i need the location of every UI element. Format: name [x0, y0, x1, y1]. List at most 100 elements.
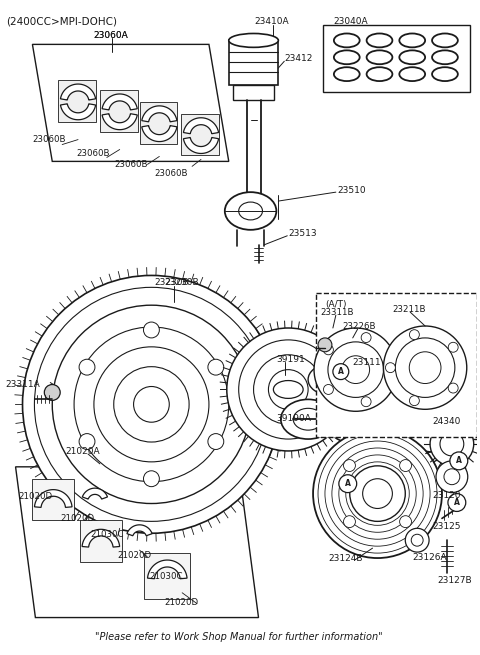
- Text: 23040A: 23040A: [333, 16, 368, 26]
- Text: 23510: 23510: [338, 186, 366, 195]
- Text: 23311A: 23311A: [6, 379, 40, 388]
- Circle shape: [448, 343, 458, 352]
- Ellipse shape: [225, 192, 276, 230]
- Circle shape: [409, 329, 420, 339]
- Text: 21020A: 21020A: [65, 447, 100, 456]
- Text: 21030C: 21030C: [90, 531, 123, 539]
- Ellipse shape: [281, 400, 336, 439]
- Circle shape: [400, 460, 411, 472]
- Circle shape: [384, 326, 467, 409]
- Text: 23226B: 23226B: [343, 322, 376, 331]
- Polygon shape: [83, 488, 108, 499]
- Text: 23060B: 23060B: [33, 135, 66, 143]
- Circle shape: [79, 434, 95, 449]
- Text: 23126A: 23126A: [412, 553, 447, 562]
- Circle shape: [35, 288, 268, 521]
- Bar: [229, 41, 278, 85]
- Ellipse shape: [339, 414, 367, 434]
- Ellipse shape: [367, 33, 392, 47]
- Ellipse shape: [334, 33, 360, 47]
- Text: 23111: 23111: [353, 358, 381, 367]
- Bar: [58, 80, 96, 122]
- Polygon shape: [127, 525, 152, 536]
- Circle shape: [333, 364, 349, 379]
- Text: 23311B: 23311B: [320, 308, 353, 317]
- Ellipse shape: [363, 462, 383, 476]
- Text: 21020D: 21020D: [164, 598, 198, 607]
- Circle shape: [253, 355, 323, 424]
- Bar: [100, 90, 138, 132]
- Text: 23060B: 23060B: [115, 160, 148, 170]
- Ellipse shape: [353, 454, 392, 483]
- Ellipse shape: [229, 33, 278, 47]
- Ellipse shape: [399, 33, 425, 47]
- Circle shape: [324, 345, 334, 355]
- Ellipse shape: [432, 50, 458, 64]
- Text: (2400CC>MPI-DOHC): (2400CC>MPI-DOHC): [6, 16, 117, 27]
- Circle shape: [74, 327, 229, 481]
- Circle shape: [448, 383, 458, 393]
- Ellipse shape: [372, 410, 422, 448]
- Circle shape: [430, 422, 474, 466]
- Circle shape: [440, 432, 464, 456]
- Circle shape: [239, 340, 338, 439]
- Text: 21020D: 21020D: [118, 551, 152, 560]
- Circle shape: [342, 356, 370, 384]
- Text: 23120: 23120: [432, 491, 460, 500]
- Ellipse shape: [399, 50, 425, 64]
- Polygon shape: [183, 138, 218, 153]
- Circle shape: [344, 515, 355, 527]
- Circle shape: [328, 342, 384, 398]
- Circle shape: [400, 515, 411, 527]
- Circle shape: [318, 338, 332, 352]
- Bar: [181, 114, 219, 155]
- Text: A: A: [345, 479, 351, 488]
- Text: 23513: 23513: [288, 229, 317, 238]
- Polygon shape: [142, 126, 177, 141]
- Bar: [233, 85, 275, 100]
- Text: 23060A: 23060A: [93, 31, 128, 39]
- Circle shape: [52, 305, 251, 504]
- Ellipse shape: [308, 365, 348, 394]
- Circle shape: [384, 365, 395, 375]
- Circle shape: [208, 359, 224, 375]
- Ellipse shape: [274, 381, 303, 398]
- Circle shape: [144, 471, 159, 487]
- Ellipse shape: [239, 202, 263, 220]
- Text: 23060B: 23060B: [76, 149, 109, 157]
- Circle shape: [313, 429, 442, 558]
- Ellipse shape: [256, 69, 266, 75]
- Text: 23127B: 23127B: [437, 576, 472, 585]
- Ellipse shape: [432, 67, 458, 81]
- Polygon shape: [82, 529, 120, 547]
- Bar: [33, 479, 74, 520]
- Ellipse shape: [367, 67, 392, 81]
- Text: 21020D: 21020D: [60, 514, 94, 523]
- Text: 24340: 24340: [432, 417, 460, 426]
- Ellipse shape: [251, 67, 273, 77]
- Ellipse shape: [328, 405, 377, 443]
- Polygon shape: [102, 94, 137, 110]
- Text: 23211B: 23211B: [392, 305, 426, 314]
- Bar: [80, 520, 121, 562]
- Circle shape: [350, 466, 405, 521]
- Text: 23412: 23412: [284, 54, 312, 64]
- Circle shape: [409, 352, 441, 384]
- Polygon shape: [142, 106, 177, 122]
- Text: 39191: 39191: [276, 355, 305, 364]
- Circle shape: [23, 276, 280, 533]
- Text: 23410A: 23410A: [254, 16, 289, 26]
- Text: 21030C: 21030C: [149, 572, 183, 581]
- Bar: [452, 419, 480, 439]
- Circle shape: [94, 347, 209, 462]
- Circle shape: [448, 494, 466, 512]
- Text: "Please refer to Work Shop Manual for further information": "Please refer to Work Shop Manual for fu…: [95, 632, 383, 643]
- Text: 23124B: 23124B: [328, 554, 362, 563]
- Circle shape: [314, 328, 397, 411]
- Bar: [316, 293, 477, 437]
- Circle shape: [363, 479, 392, 508]
- Ellipse shape: [334, 50, 360, 64]
- Circle shape: [44, 384, 60, 400]
- Ellipse shape: [318, 373, 338, 386]
- Polygon shape: [35, 490, 72, 508]
